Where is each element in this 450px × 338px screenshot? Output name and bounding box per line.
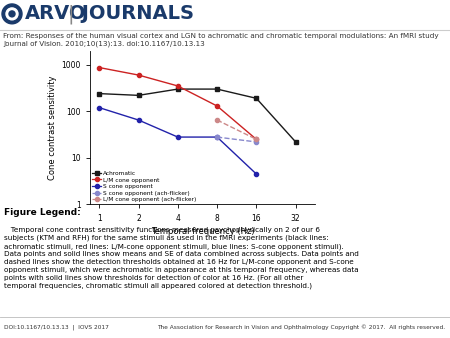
Achromatic: [293, 140, 298, 144]
L/M cone opponent: [175, 84, 180, 88]
L/M cone opponent (ach-flicker): [214, 118, 220, 122]
Achromatic: [254, 96, 259, 100]
Text: DOI:10.1167/10.13.13  |  IOVS 2017: DOI:10.1167/10.13.13 | IOVS 2017: [4, 324, 109, 330]
S cone opponent (ach-flicker): [254, 140, 259, 144]
Text: Temporal cone contrast sensitivity functions measured psychophysically on 2 of o: Temporal cone contrast sensitivity funct…: [4, 227, 360, 289]
Circle shape: [9, 11, 15, 17]
S cone opponent: [214, 135, 220, 139]
L/M cone opponent: [136, 73, 141, 77]
Circle shape: [6, 8, 18, 20]
Achromatic: [96, 92, 102, 96]
Text: Figure Legend:: Figure Legend:: [4, 208, 81, 217]
Y-axis label: Cone contrast sensitivity: Cone contrast sensitivity: [49, 75, 58, 180]
Achromatic: [175, 87, 180, 91]
L/M cone opponent: [214, 104, 220, 108]
S cone opponent: [175, 135, 180, 139]
L/M cone opponent: [96, 66, 102, 70]
Circle shape: [2, 4, 22, 24]
X-axis label: Temporal frequency (Hz): Temporal frequency (Hz): [151, 227, 254, 236]
Line: L/M cone opponent (ach-flicker): L/M cone opponent (ach-flicker): [215, 118, 258, 141]
S cone opponent: [96, 105, 102, 110]
Line: L/M cone opponent: L/M cone opponent: [97, 66, 258, 141]
S cone opponent: [136, 118, 141, 122]
L/M cone opponent: [254, 137, 259, 141]
Achromatic: [214, 87, 220, 91]
S cone opponent (ach-flicker): [214, 135, 220, 139]
Text: ARVO: ARVO: [25, 4, 86, 23]
Legend: Achromatic, L/M cone opponent, S cone opponent, S cone opponent (ach-flicker), L: Achromatic, L/M cone opponent, S cone op…: [92, 170, 198, 203]
Text: From: Responses of the human visual cortex and LGN to achromatic and chromatic t: From: Responses of the human visual cort…: [3, 33, 439, 47]
Line: S cone opponent (ach-flicker): S cone opponent (ach-flicker): [215, 135, 258, 144]
Text: The Association for Research in Vision and Ophthalmology Copyright © 2017.  All : The Association for Research in Vision a…: [158, 324, 446, 330]
Text: JOURNALS: JOURNALS: [75, 4, 194, 23]
Text: |: |: [68, 4, 75, 24]
Line: Achromatic: Achromatic: [97, 87, 298, 144]
S cone opponent: [254, 172, 259, 176]
L/M cone opponent (ach-flicker): [254, 137, 259, 141]
Line: S cone opponent: S cone opponent: [97, 105, 258, 176]
Achromatic: [136, 93, 141, 97]
